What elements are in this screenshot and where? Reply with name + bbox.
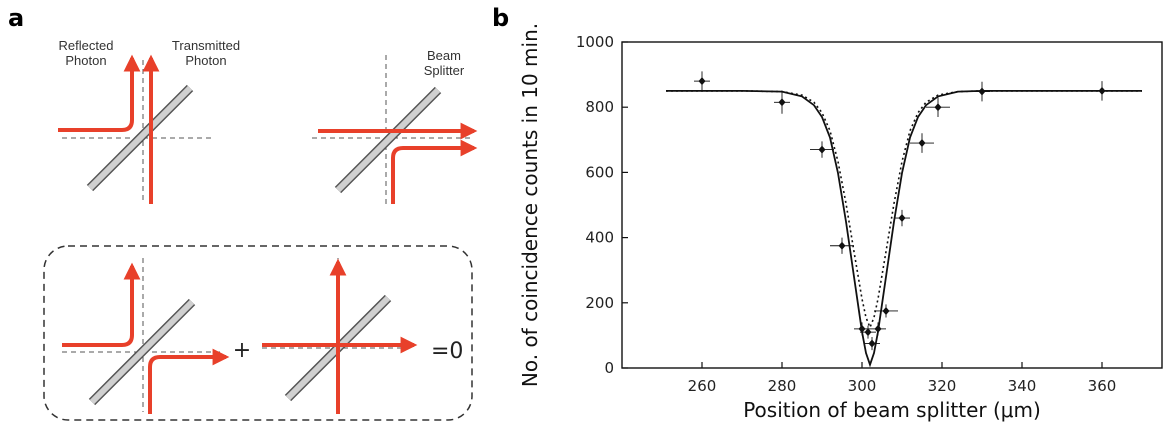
plot-frame [621, 41, 1163, 369]
y-tick-label: 600 [585, 163, 614, 181]
data-point [838, 241, 846, 250]
diagram-reflected-transmitted [58, 54, 215, 204]
data-point [864, 328, 872, 337]
data-point [858, 324, 866, 333]
y-tick-label: 800 [585, 98, 614, 116]
diagram-box-left [62, 258, 230, 414]
x-tick-label: 340 [1008, 377, 1037, 395]
fit-curve-dotted [666, 90, 1142, 330]
transmitted-label-line2: Photon [185, 53, 227, 68]
x-tick-label: 320 [928, 377, 957, 395]
data-point [778, 98, 786, 107]
x-tick-label: 300 [848, 377, 877, 395]
reflected-photon-label: Reflected Photon [46, 38, 126, 68]
beam-splitter-label-line1: Beam [427, 48, 461, 63]
plus-sign: + [233, 338, 251, 363]
y-tick-label: 200 [585, 294, 614, 312]
fit-curve-solid [666, 90, 1142, 368]
panel-b-letter: b [492, 4, 510, 32]
y-tick-label: 0 [604, 359, 614, 377]
coincidence-chart: 260 280 300 320 340 360 0 200 400 600 800 1000 Posi… [518, 23, 1163, 422]
x-tick-label: 360 [1088, 377, 1117, 395]
diagram-both-transmitted [312, 55, 478, 205]
data-point [818, 145, 826, 154]
data-point [882, 306, 890, 315]
beam-splitter-label-line2: Splitter [423, 63, 465, 78]
data-point [868, 339, 876, 348]
data-point [1098, 86, 1106, 95]
x-tick-label: 260 [688, 377, 717, 395]
transmitted-photon-label: Transmitted Photon [158, 38, 254, 68]
beam-splitter-label: Beam Splitter [404, 48, 484, 78]
y-tick-label: 1000 [576, 33, 614, 51]
interference-box [43, 245, 473, 421]
reflected-label-line2: Photon [65, 53, 107, 68]
data-point [934, 103, 942, 112]
panel-a-diagram: + =0 [43, 54, 478, 421]
data-point [874, 324, 882, 333]
data-point [918, 139, 926, 148]
data-point [898, 214, 906, 223]
data-point [698, 77, 706, 86]
chart-marks: 260 280 300 320 340 360 0 200 400 600 800 1000 [576, 33, 1142, 395]
x-axis-label: Position of beam splitter (μm) [743, 398, 1041, 422]
x-tick-label: 280 [768, 377, 797, 395]
transmitted-label-line1: Transmitted [171, 38, 241, 53]
diagram-box-right [262, 258, 418, 414]
y-tick-label: 400 [585, 229, 614, 247]
panel-a-letter: a [8, 4, 25, 32]
equals-zero: =0 [431, 339, 463, 364]
data-point [978, 87, 986, 96]
reflected-label-line1: Reflected [58, 38, 114, 53]
y-axis-label: No. of coincidence counts in 10 min. [518, 23, 542, 387]
